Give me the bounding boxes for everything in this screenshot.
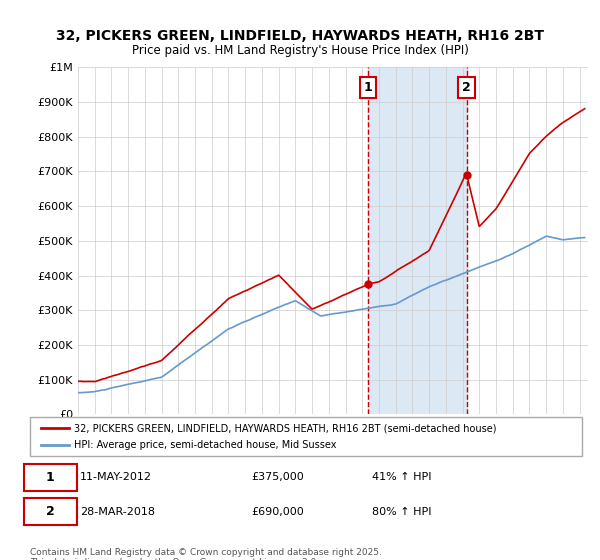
Text: 2: 2 — [462, 81, 471, 94]
FancyBboxPatch shape — [25, 498, 77, 525]
Text: 1: 1 — [364, 81, 373, 94]
Text: Contains HM Land Registry data © Crown copyright and database right 2025.
This d: Contains HM Land Registry data © Crown c… — [30, 548, 382, 560]
Text: 2: 2 — [46, 505, 55, 518]
FancyBboxPatch shape — [30, 417, 582, 456]
Text: HPI: Average price, semi-detached house, Mid Sussex: HPI: Average price, semi-detached house,… — [74, 440, 337, 450]
Bar — [368, 67, 467, 414]
FancyBboxPatch shape — [25, 464, 77, 491]
Text: £690,000: £690,000 — [251, 507, 304, 517]
Text: £375,000: £375,000 — [251, 472, 304, 482]
Text: Price paid vs. HM Land Registry's House Price Index (HPI): Price paid vs. HM Land Registry's House … — [131, 44, 469, 57]
Text: 28-MAR-2018: 28-MAR-2018 — [80, 507, 155, 517]
Text: 41% ↑ HPI: 41% ↑ HPI — [372, 472, 432, 482]
Text: 32, PICKERS GREEN, LINDFIELD, HAYWARDS HEATH, RH16 2BT (semi-detached house): 32, PICKERS GREEN, LINDFIELD, HAYWARDS H… — [74, 423, 497, 433]
Text: 32, PICKERS GREEN, LINDFIELD, HAYWARDS HEATH, RH16 2BT: 32, PICKERS GREEN, LINDFIELD, HAYWARDS H… — [56, 29, 544, 44]
Text: 11-MAY-2012: 11-MAY-2012 — [80, 472, 152, 482]
Text: 80% ↑ HPI: 80% ↑ HPI — [372, 507, 432, 517]
Text: 1: 1 — [46, 471, 55, 484]
